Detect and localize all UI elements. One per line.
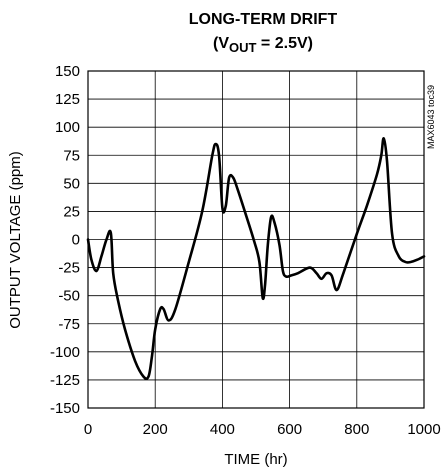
grid-lines: [88, 71, 424, 408]
y-tick-label-12: -150: [50, 400, 80, 417]
y-tick-label-2: 100: [55, 119, 80, 136]
y-tick-label-7: -25: [58, 260, 80, 277]
x-tick-label-4: 800: [344, 421, 369, 438]
figure-reference-note: MAX6043 toc39: [426, 85, 436, 149]
y-tick-label-11: -125: [50, 372, 80, 389]
x-axis-label: TIME (hr): [224, 451, 287, 468]
y-tick-label-3: 75: [63, 147, 80, 164]
x-tick-label-3: 600: [277, 421, 302, 438]
x-tick-label-0: 0: [84, 421, 92, 438]
x-axis: 0 200 400 600 800 1000: [84, 421, 441, 438]
y-axis-label: OUTPUT VOLTAGE (ppm): [7, 151, 24, 329]
y-tick-label-9: -75: [58, 316, 80, 333]
y-tick-label-8: -50: [58, 288, 80, 305]
x-tick-label-1: 200: [143, 421, 168, 438]
chart-title: LONG-TERM DRIFT: [189, 11, 338, 28]
y-tick-label-5: 25: [63, 203, 80, 220]
chart-subtitle: (VOUT = 2.5V): [213, 35, 313, 55]
subtitle-prefix: (V: [213, 35, 229, 52]
y-axis: 150 125 100 75 50 25 0 -25 -50 -75 -100 -125 -150: [50, 63, 80, 417]
subtitle-suffix: = 2.5V): [256, 35, 312, 52]
y-tick-label-1: 125: [55, 91, 80, 108]
y-tick-label-0: 150: [55, 63, 80, 80]
y-tick-label-4: 50: [63, 175, 80, 192]
y-tick-label-6: 0: [72, 232, 80, 249]
subtitle-subscript: OUT: [229, 40, 257, 55]
x-tick-label-2: 400: [210, 421, 235, 438]
y-tick-label-10: -100: [50, 344, 80, 361]
drift-series-line: [86, 137, 426, 380]
x-tick-label-5: 1000: [407, 421, 440, 438]
